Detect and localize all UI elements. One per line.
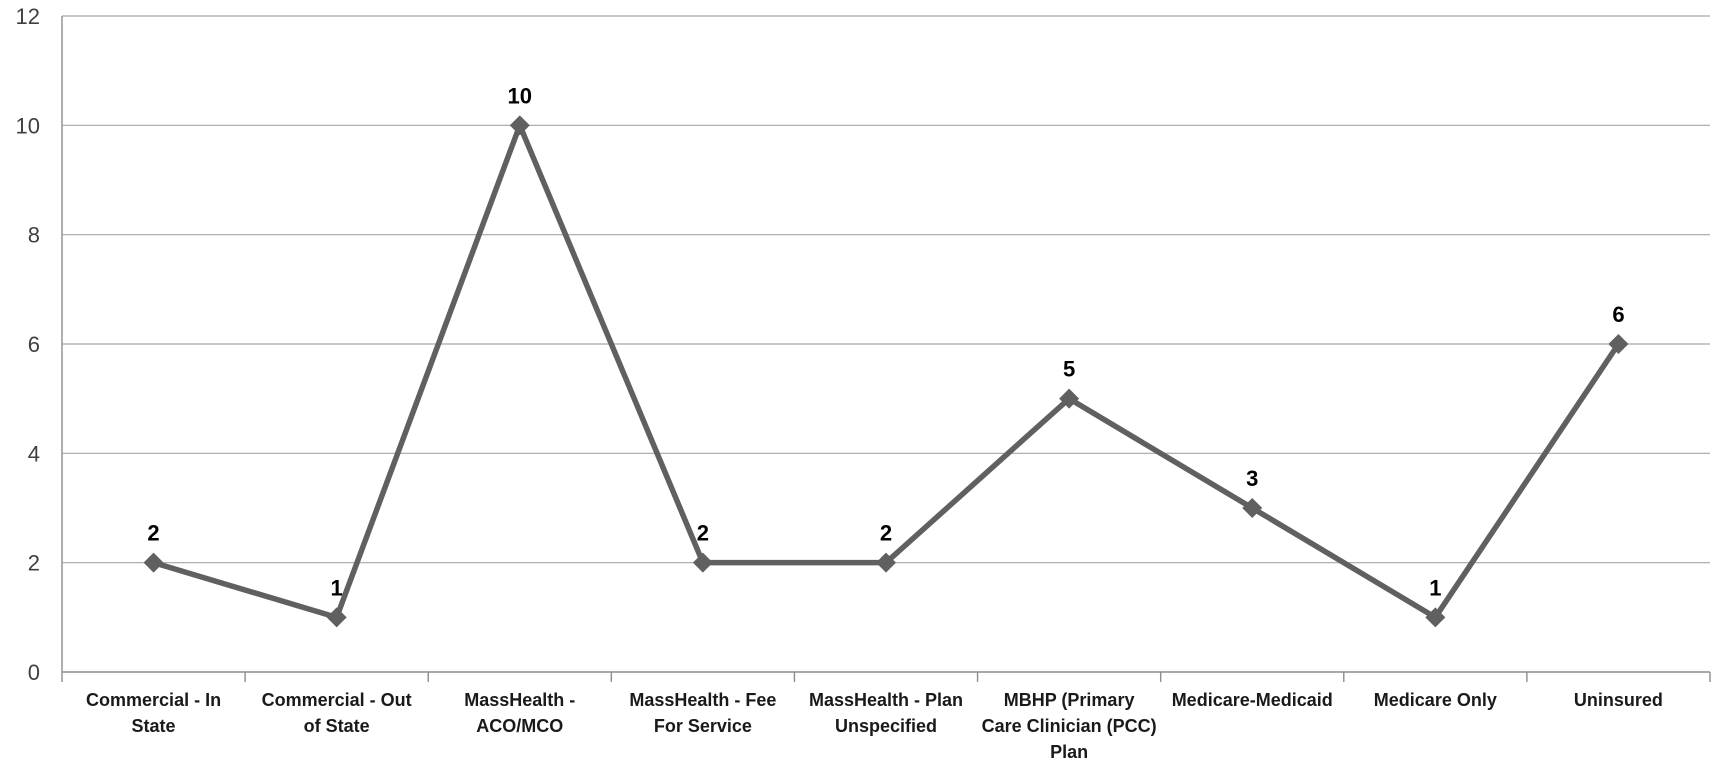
data-label: 10 — [508, 83, 532, 108]
x-axis-category-labels: Commercial - In State Commercial - Out of S… — [86, 690, 1663, 761]
x-category-label-line: Care Clinician (PCC) — [982, 716, 1157, 736]
x-category-label-line: Unspecified — [835, 716, 937, 736]
data-label: 2 — [147, 521, 159, 546]
x-category-label-line: Plan — [1050, 742, 1088, 761]
x-category-label-line: MassHealth - Plan — [809, 690, 963, 710]
data-label: 2 — [880, 521, 892, 546]
x-category-label: Medicare Only — [1374, 690, 1497, 710]
x-category-label-line: Commercial - In — [86, 690, 221, 710]
x-category-label: MassHealth - Fee For Service — [629, 690, 776, 736]
x-category-label: Uninsured — [1574, 690, 1663, 710]
x-category-label-line: Uninsured — [1574, 690, 1663, 710]
data-label: 6 — [1612, 302, 1624, 327]
y-tick-label: 12 — [16, 4, 40, 29]
y-tick-label: 8 — [28, 223, 40, 248]
y-tick-label: 0 — [28, 660, 40, 685]
x-category-label-line: Medicare-Medicaid — [1172, 690, 1333, 710]
x-category-label: MassHealth - ACO/MCO — [464, 690, 575, 736]
x-category-label-line: of State — [304, 716, 370, 736]
data-label: 1 — [1429, 575, 1441, 600]
data-point-marker — [1608, 334, 1629, 354]
data-labels: 2 1 10 2 2 5 3 1 6 — [147, 83, 1624, 600]
x-category-label-line: Medicare Only — [1374, 690, 1497, 710]
gridlines — [62, 15, 1710, 564]
data-point-marker — [143, 552, 164, 573]
data-point-marker — [1059, 388, 1080, 409]
x-category-label-line: State — [132, 716, 176, 736]
data-point-marker — [692, 552, 713, 573]
data-point-marker — [876, 552, 896, 573]
axes — [61, 16, 1711, 682]
data-label: 5 — [1063, 357, 1075, 382]
y-tick-label: 10 — [16, 113, 40, 138]
x-category-label: Commercial - Out of State — [262, 690, 412, 736]
x-category-label-line: MassHealth - — [464, 690, 575, 710]
data-point-marker — [1425, 607, 1446, 628]
data-label: 2 — [697, 521, 709, 546]
x-category-label: Medicare-Medicaid — [1172, 690, 1333, 710]
data-point-marker — [509, 115, 530, 136]
x-category-label-line: For Service — [654, 716, 752, 736]
data-label: 3 — [1246, 466, 1258, 491]
x-category-label-line: ACO/MCO — [476, 716, 563, 736]
x-category-label-line: Commercial - Out — [262, 690, 412, 710]
x-category-label: Commercial - In State — [86, 690, 221, 736]
y-tick-label: 6 — [28, 332, 40, 357]
x-category-label: MassHealth - Plan Unspecified — [809, 690, 963, 736]
y-axis-tick-labels: 0 2 4 6 8 10 12 — [16, 4, 40, 685]
y-tick-label: 4 — [28, 441, 40, 466]
data-point-marker — [326, 607, 347, 628]
data-label: 1 — [331, 575, 343, 600]
x-category-label-line: MassHealth - Fee — [629, 690, 776, 710]
x-category-label-line: MBHP (Primary — [1004, 690, 1135, 710]
x-category-label: MBHP (Primary Care Clinician (PCC) Plan — [982, 690, 1157, 761]
data-point-marker — [1242, 498, 1263, 518]
data-point-markers — [143, 115, 1629, 628]
y-tick-label: 2 — [28, 551, 40, 576]
